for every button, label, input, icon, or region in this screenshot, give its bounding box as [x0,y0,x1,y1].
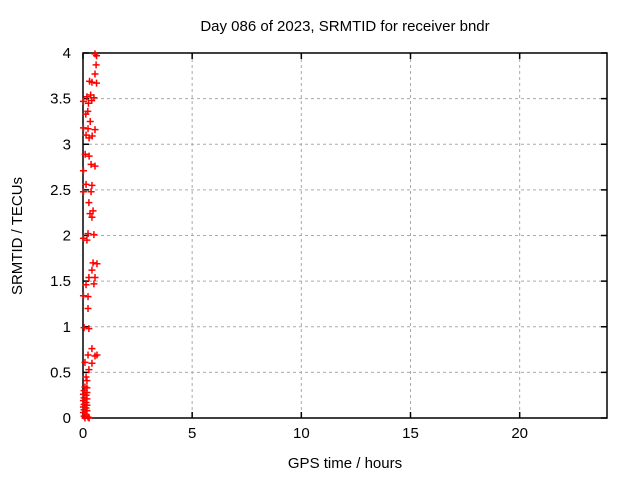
data-point-marker [91,352,99,360]
data-point-marker [87,188,95,196]
y-tick-label: 4 [63,45,71,62]
data-point-marker [88,266,96,274]
data-point-marker [89,259,97,267]
data-point-marker [79,167,87,175]
data-point-marker [84,125,92,133]
data-point-marker [90,280,98,288]
data-point-marker [82,373,90,381]
x-tick-label: 10 [293,425,310,442]
data-point-marker [92,61,100,69]
data-point-marker [83,236,91,244]
y-axis-label: SRMTID / TECUs [9,177,26,295]
x-tick-label: 5 [188,425,196,442]
tick-labels: 0 5 10 15 20 0 0.5 1 1.5 2 2.5 3 3.5 4 [50,45,528,442]
data-point-marker [85,273,93,281]
data-point-marker [84,99,92,107]
data-point-marker [86,117,94,125]
data-point-marker [88,345,96,353]
x-tick-label: 0 [79,425,87,442]
data-point-marker [88,181,96,189]
data-point-marker [91,273,99,281]
y-tick-label: 1.5 [50,273,71,290]
y-tick-label: 3 [63,136,71,153]
data-point-marker [82,180,90,188]
data-point-marker [84,230,92,238]
x-tick-label: 15 [402,425,419,442]
data-point-marker [79,292,87,300]
data-point-marker [93,79,101,87]
y-tick-label: 0.5 [50,364,71,381]
data-point-marker [88,78,96,86]
data-point-marker [88,213,96,221]
y-tick-label: 0 [63,410,71,427]
gridlines [83,53,607,418]
data-point-marker [85,152,93,160]
data-point-marker [85,366,93,374]
data-point-marker [85,414,93,422]
y-tick-label: 2.5 [50,182,71,199]
data-point-marker [83,377,91,385]
data-point-marker [81,358,89,366]
data-point-marker [79,97,87,105]
data-point-marker [85,199,93,207]
data-point-marker [82,110,90,118]
data-point-marker [93,52,101,60]
y-tick-label: 2 [63,228,71,245]
data-point-marker [84,293,92,301]
x-tick-label: 20 [511,425,528,442]
data-point-marker [85,325,93,333]
data-point-marker [88,359,96,367]
y-tick-label: 1 [63,319,71,336]
data-point-marker [83,93,91,101]
data-point-marker [84,305,92,312]
data-point-marker [82,281,90,289]
data-point-marker [91,126,99,134]
data-point-marker [79,188,87,196]
x-axis-label: GPS time / hours [288,455,402,472]
data-point-marker [91,70,99,78]
data-point-marker [80,324,88,332]
chart-title: Day 086 of 2023, SRMTID for receiver bnd… [200,18,489,35]
y-tick-label: 3.5 [50,91,71,108]
data-point-marker [91,162,99,170]
data-point-marker [84,351,92,359]
data-point-marker [90,231,98,239]
data-point-marker [87,160,95,168]
data-point-marker [93,260,101,268]
data-point-marker [86,210,94,218]
data-point-marker [81,150,89,158]
data-points [79,50,101,422]
data-point-marker [79,124,87,132]
data-point-marker [85,134,93,142]
